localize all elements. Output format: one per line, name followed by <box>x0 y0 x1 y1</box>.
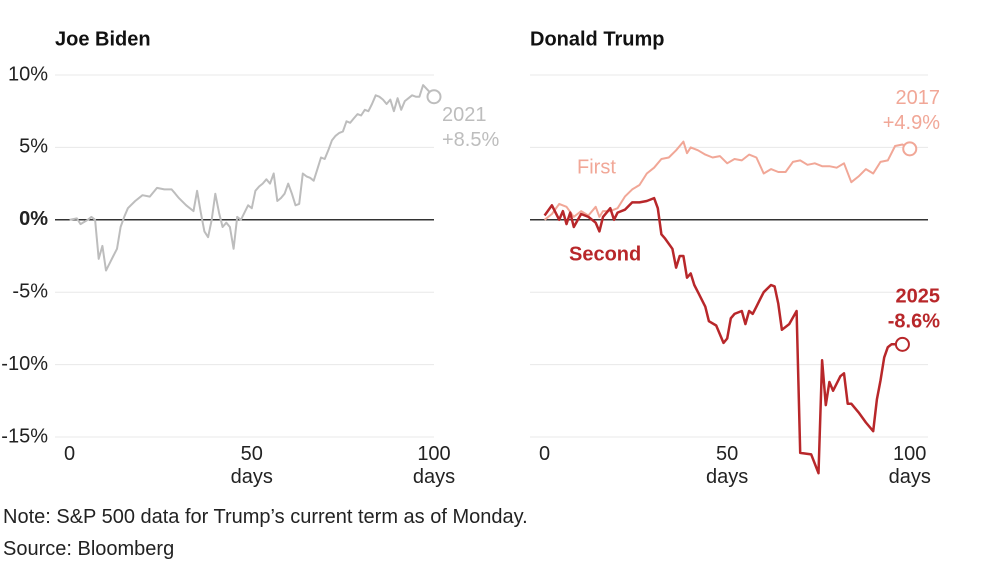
x-tick-label: 100 days <box>888 443 931 488</box>
y-tick-label: -5% <box>12 280 48 302</box>
end-label: 2021 <box>442 104 487 126</box>
x-tick-label: 50 days <box>230 443 273 488</box>
line <box>543 140 911 221</box>
series-label: First <box>577 156 616 178</box>
source: Source: Bloomberg <box>3 538 175 560</box>
y-tick-label: 10% <box>8 63 48 85</box>
x-tick-label: 100 days <box>412 443 456 488</box>
y-tick-label: 5% <box>19 136 48 158</box>
end-marker <box>894 336 910 352</box>
note: Note: S&P 500 data for Trump’s current t… <box>3 506 528 528</box>
series-label: Second <box>569 243 641 265</box>
panel-title: Joe Biden <box>55 28 151 50</box>
x-tick-label: 0 <box>539 443 551 465</box>
end-label: 2017 <box>896 87 941 109</box>
line <box>543 196 903 475</box>
end-label: +8.5% <box>442 129 499 151</box>
line <box>69 84 435 272</box>
end-label: +4.9% <box>883 112 940 134</box>
y-tick-label: -10% <box>1 353 48 375</box>
y-tick-label: -15% <box>1 425 48 447</box>
end-label: -8.6% <box>888 311 940 333</box>
x-tick-label: 0 <box>64 443 76 465</box>
panel-title: Donald Trump <box>530 28 664 50</box>
end-label: 2025 <box>896 286 941 308</box>
end-marker <box>426 89 442 105</box>
x-tick-label: 50 days <box>706 443 749 488</box>
end-marker <box>902 141 918 157</box>
y-tick-label: 0% <box>19 208 48 230</box>
